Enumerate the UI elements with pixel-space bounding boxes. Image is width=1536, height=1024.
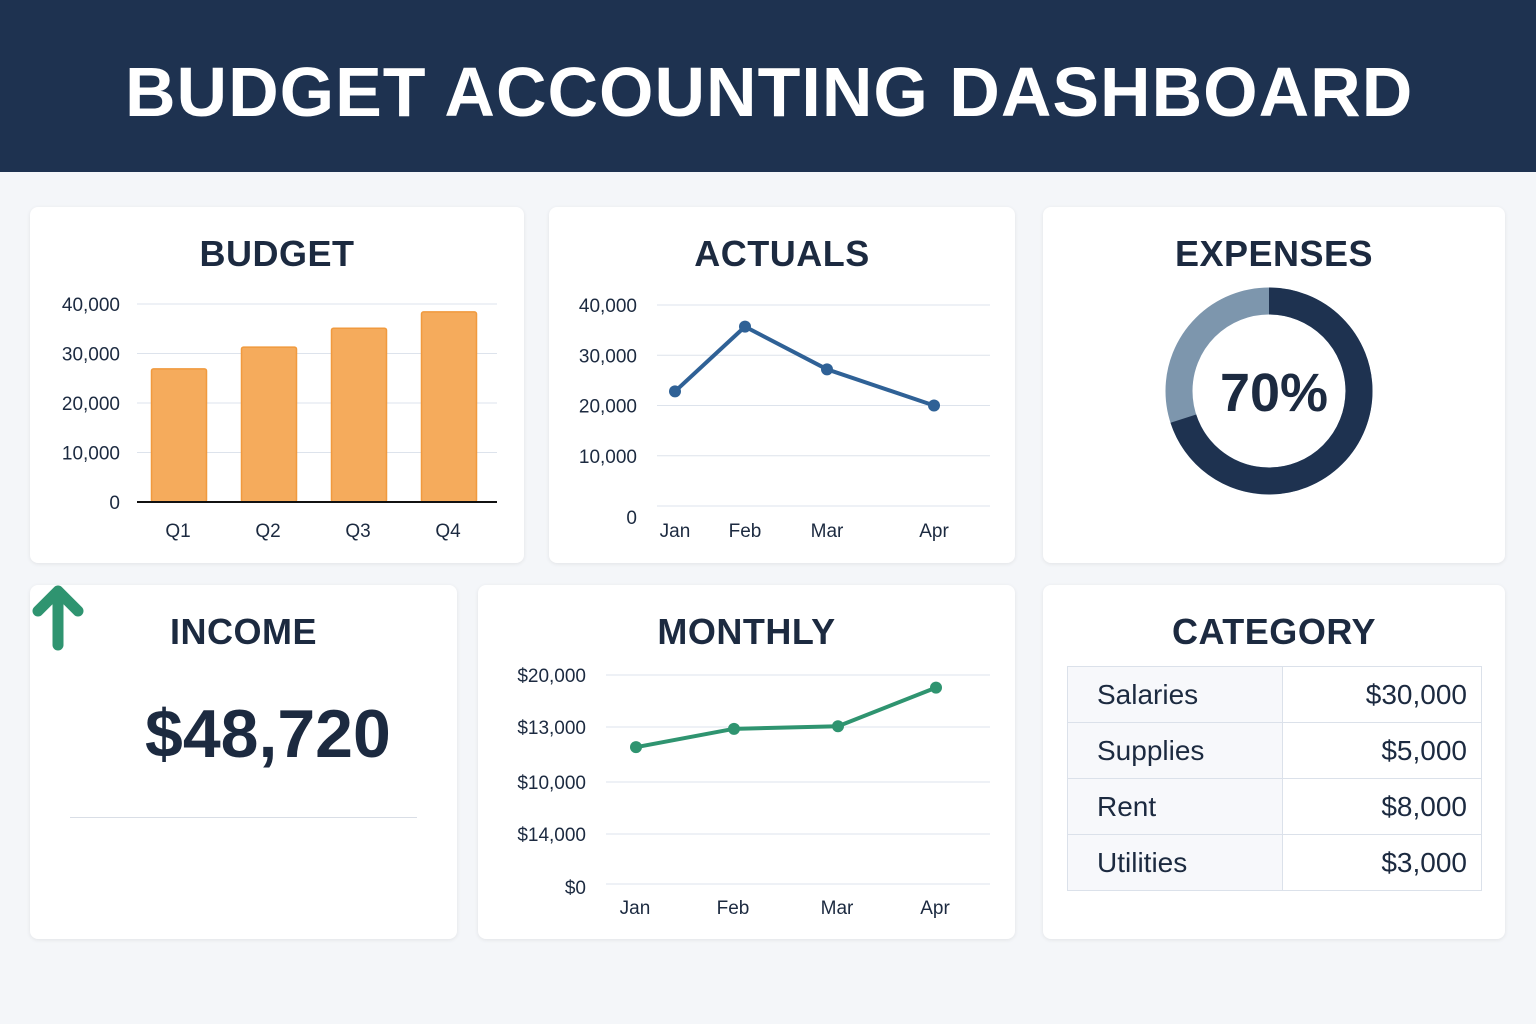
actuals-title: ACTUALS bbox=[694, 233, 870, 274]
x-tick-label: Q4 bbox=[435, 521, 461, 542]
table-row: Supplies $5,000 bbox=[1067, 722, 1482, 779]
divider bbox=[70, 817, 417, 818]
y-tick-label: $20,000 bbox=[517, 666, 586, 687]
x-tick-label: Feb bbox=[729, 521, 762, 542]
category-label: Salaries bbox=[1067, 666, 1283, 723]
data-point-feb bbox=[728, 722, 740, 735]
actuals-card: ACTUALS 0 10,000 20,000 30,000 40,000 Jan Feb M… bbox=[549, 207, 1015, 563]
y-tick-label: 20,000 bbox=[62, 394, 120, 415]
y-tick-label: $10,000 bbox=[517, 773, 586, 794]
x-tick-label: Apr bbox=[920, 898, 950, 919]
category-title: CATEGORY bbox=[1171, 611, 1376, 652]
data-point-jan bbox=[630, 741, 642, 754]
data-point-mar bbox=[821, 363, 833, 376]
y-tick-label: 30,000 bbox=[579, 346, 637, 367]
expenses-donut-chart bbox=[1165, 287, 1373, 495]
y-tick-label: 10,000 bbox=[62, 444, 120, 465]
expenses-percent: 70% bbox=[1219, 363, 1329, 423]
x-tick-label: Mar bbox=[821, 898, 854, 919]
income-value: $48,720 bbox=[145, 696, 391, 772]
y-tick-label: 40,000 bbox=[62, 295, 120, 316]
monthly-title: MONTHLY bbox=[657, 611, 836, 652]
x-tick-label: Q1 bbox=[165, 521, 190, 542]
bar-q2 bbox=[240, 346, 298, 503]
bar-q4 bbox=[420, 311, 478, 503]
x-tick-label: Mar bbox=[811, 521, 844, 542]
category-value: $3,000 bbox=[1282, 834, 1482, 891]
data-point-feb bbox=[739, 320, 751, 333]
x-tick-label: Jan bbox=[660, 521, 691, 542]
x-tick-label: Q3 bbox=[345, 521, 370, 542]
data-point-apr bbox=[928, 399, 940, 412]
data-point-mar bbox=[832, 720, 844, 733]
category-value: $30,000 bbox=[1282, 666, 1482, 723]
bar-q1 bbox=[150, 368, 208, 503]
x-tick-label: Q2 bbox=[255, 521, 280, 542]
actuals-line bbox=[673, 324, 935, 408]
monthly-line bbox=[635, 685, 937, 750]
budget-bar-chart: 0 10,000 20,000 30,000 40,000 Q1 Q2 Q3 Q4 bbox=[62, 295, 497, 542]
y-tick-label: 20,000 bbox=[579, 397, 637, 418]
budget-title: BUDGET bbox=[199, 233, 355, 274]
y-tick-label: $13,000 bbox=[517, 718, 586, 739]
table-row: Rent $8,000 bbox=[1067, 778, 1482, 835]
expenses-card: EXPENSES 70% bbox=[1043, 207, 1505, 563]
y-tick-label: $0 bbox=[565, 878, 586, 899]
category-value: $8,000 bbox=[1282, 778, 1482, 835]
monthly-card: MONTHLY $0 $14,000 $10,000 $13,000 $20,000 Ja… bbox=[478, 585, 1015, 939]
category-label: Supplies bbox=[1067, 722, 1283, 779]
page-title: BUDGET ACCOUNTING DASHBOARD bbox=[125, 53, 1414, 131]
arrow-up-icon bbox=[32, 585, 84, 651]
category-table: Salaries $30,000 Supplies $5,000 Rent $8,00… bbox=[1067, 666, 1482, 891]
y-tick-label: 30,000 bbox=[62, 345, 120, 366]
actuals-line-chart: 0 10,000 20,000 30,000 40,000 Jan Feb Mar Apr bbox=[579, 296, 990, 542]
monthly-line-chart: $0 $14,000 $10,000 $13,000 $20,000 Jan Feb Mar A… bbox=[517, 666, 990, 919]
income-title: INCOME bbox=[170, 611, 317, 652]
expenses-title: EXPENSES bbox=[1174, 233, 1374, 274]
data-point-jan bbox=[669, 385, 681, 398]
x-tick-label: Jan bbox=[620, 898, 651, 919]
budget-card: BUDGET 0 10,000 20,000 30,000 40,000 Q1 Q2 Q3 Q4 bbox=[30, 207, 524, 563]
y-tick-label: 40,000 bbox=[579, 296, 637, 317]
data-point-apr bbox=[930, 681, 942, 694]
table-row: Salaries $30,000 bbox=[1067, 666, 1482, 723]
y-tick-label: 0 bbox=[109, 493, 120, 514]
bar-q3 bbox=[330, 327, 388, 503]
income-card: INCOME $48,720 bbox=[30, 585, 457, 939]
category-value: $5,000 bbox=[1282, 722, 1482, 779]
x-tick-label: Feb bbox=[717, 898, 750, 919]
y-tick-label: 0 bbox=[626, 508, 637, 529]
header: BUDGET ACCOUNTING DASHBOARD bbox=[0, 0, 1536, 172]
y-tick-label: 10,000 bbox=[579, 447, 637, 468]
table-row: Utilities $3,000 bbox=[1067, 834, 1482, 891]
category-label: Utilities bbox=[1067, 834, 1283, 891]
y-tick-label: $14,000 bbox=[517, 825, 586, 846]
donut-expenses-segment bbox=[1165, 287, 1373, 495]
category-card: CATEGORY Salaries $30,000 Supplies $5,000 … bbox=[1043, 585, 1505, 939]
category-label: Rent bbox=[1067, 778, 1283, 835]
x-tick-label: Apr bbox=[919, 521, 949, 542]
